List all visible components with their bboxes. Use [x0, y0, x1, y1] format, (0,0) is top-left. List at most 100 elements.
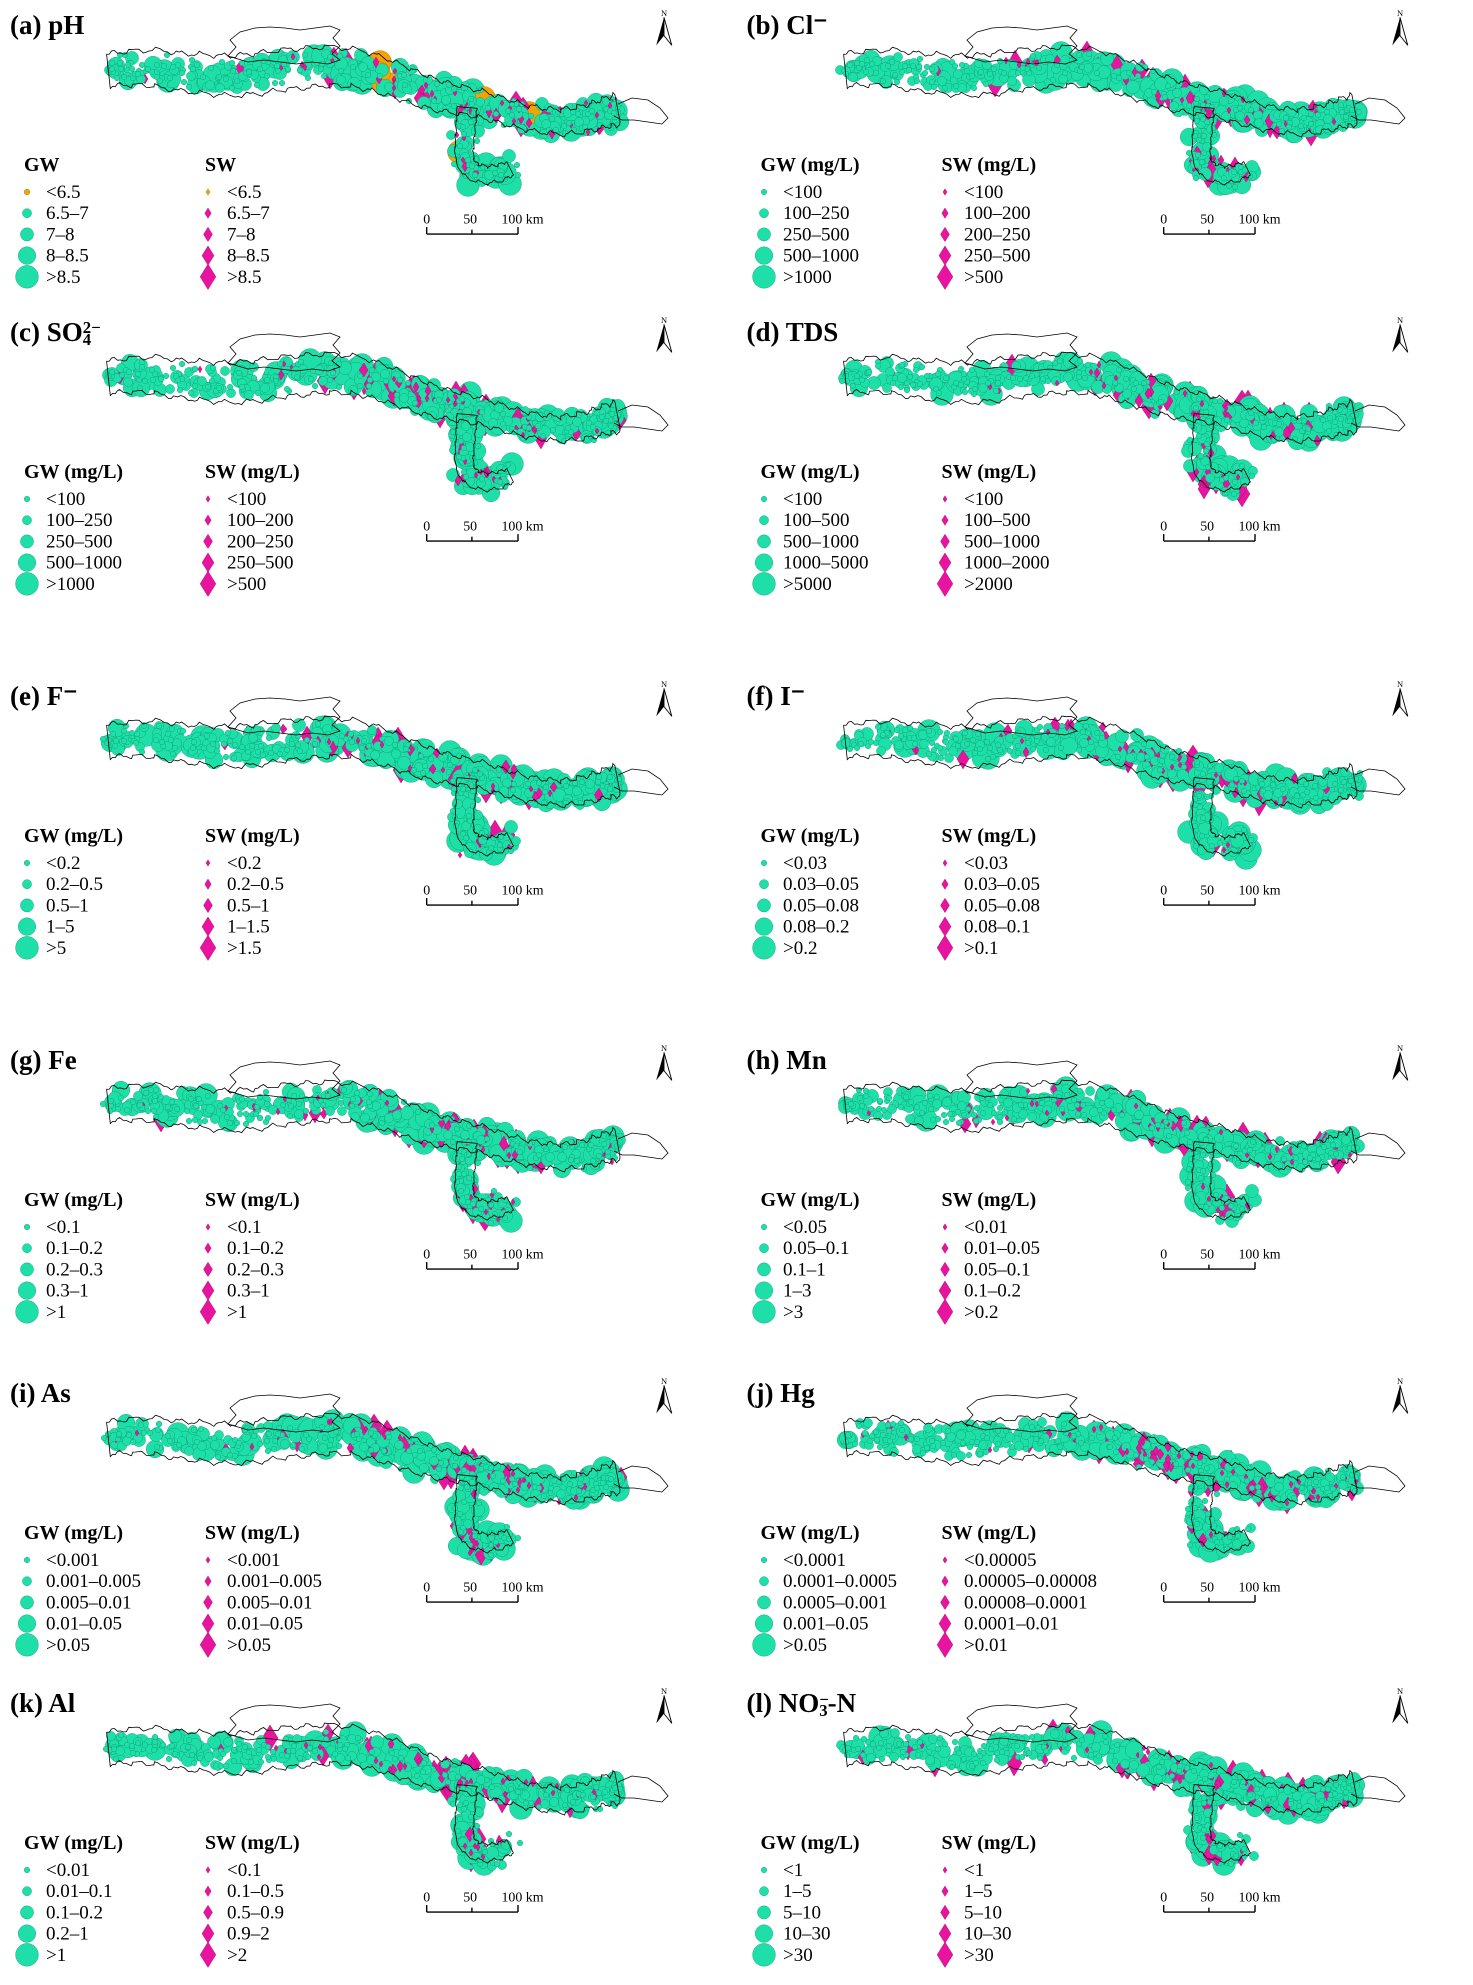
svg-text:7–8: 7–8: [227, 224, 256, 245]
svg-text:<0.03: <0.03: [964, 853, 1008, 874]
svg-text:100 km: 100 km: [501, 1580, 543, 1595]
svg-text:<0.001: <0.001: [227, 1550, 280, 1571]
svg-text:0.2–0.5: 0.2–0.5: [46, 874, 103, 895]
svg-text:0.001–0.005: 0.001–0.005: [46, 1571, 141, 1592]
svg-text:0.1–1: 0.1–1: [783, 1260, 826, 1281]
svg-text:<0.03: <0.03: [783, 853, 827, 874]
svg-text:250–500: 250–500: [964, 246, 1031, 267]
svg-text:0.001–0.005: 0.001–0.005: [227, 1571, 322, 1592]
svg-text:>5: >5: [46, 938, 66, 959]
svg-text:0.03–0.05: 0.03–0.05: [964, 874, 1040, 895]
svg-text:100–500: 100–500: [964, 510, 1031, 531]
svg-text:<0.01: <0.01: [964, 1217, 1008, 1238]
svg-text:<0.2: <0.2: [227, 853, 261, 874]
svg-text:0: 0: [423, 884, 430, 899]
svg-text:<100: <100: [783, 489, 822, 510]
svg-text:7–8: 7–8: [46, 224, 75, 245]
svg-text:0.5–1: 0.5–1: [46, 896, 89, 917]
svg-text:50: 50: [1200, 213, 1214, 228]
svg-text:50: 50: [463, 1580, 477, 1595]
svg-text:250–500: 250–500: [227, 552, 294, 573]
svg-text:50: 50: [1200, 519, 1214, 534]
svg-text:0: 0: [1160, 519, 1167, 534]
svg-text:50: 50: [463, 884, 477, 899]
svg-text:N: N: [660, 1376, 666, 1386]
svg-text:N: N: [1397, 8, 1403, 18]
svg-text:8–8.5: 8–8.5: [227, 246, 270, 267]
svg-text:50: 50: [1200, 1248, 1214, 1263]
svg-text:0: 0: [1160, 1248, 1167, 1263]
svg-text:0.01–0.05: 0.01–0.05: [964, 1238, 1040, 1259]
svg-text:6.5–7: 6.5–7: [46, 203, 89, 224]
svg-text:1–5: 1–5: [46, 917, 75, 938]
svg-text:0.1–0.2: 0.1–0.2: [964, 1281, 1021, 1302]
svg-text:<6.5: <6.5: [46, 182, 80, 203]
svg-text:<6.5: <6.5: [227, 182, 261, 203]
svg-text:0.3–1: 0.3–1: [46, 1281, 89, 1302]
svg-text:1–1.5: 1–1.5: [227, 917, 270, 938]
svg-text:100 km: 100 km: [1238, 1248, 1280, 1263]
svg-text:500–1000: 500–1000: [46, 552, 122, 573]
svg-text:>500: >500: [964, 267, 1003, 288]
svg-text:0.005–0.01: 0.005–0.01: [227, 1592, 313, 1613]
svg-text:0.05–0.1: 0.05–0.1: [964, 1260, 1031, 1281]
svg-text:0.5–1: 0.5–1: [227, 896, 270, 917]
svg-text:100–250: 100–250: [46, 510, 113, 531]
svg-text:>5000: >5000: [783, 574, 832, 595]
svg-text:<0.05: <0.05: [783, 1217, 827, 1238]
svg-text:50: 50: [463, 213, 477, 228]
svg-text:200–250: 200–250: [964, 224, 1031, 245]
svg-text:100–200: 100–200: [964, 203, 1031, 224]
svg-text:>8.5: >8.5: [46, 267, 80, 288]
svg-text:100–500: 100–500: [783, 510, 850, 531]
svg-text:0.2–0.5: 0.2–0.5: [227, 874, 284, 895]
svg-text:6.5–7: 6.5–7: [227, 203, 270, 224]
svg-text:100–200: 100–200: [227, 510, 294, 531]
svg-text:0.03–0.05: 0.03–0.05: [783, 874, 859, 895]
svg-text:0.01–0.05: 0.01–0.05: [46, 1613, 122, 1634]
svg-text:0: 0: [423, 213, 430, 228]
svg-text:1–3: 1–3: [783, 1281, 812, 1302]
svg-text:50: 50: [463, 519, 477, 534]
svg-text:250–500: 250–500: [783, 224, 850, 245]
svg-text:0.1–0.2: 0.1–0.2: [46, 1238, 103, 1259]
svg-text:0.08–0.2: 0.08–0.2: [783, 917, 850, 938]
svg-text:<100: <100: [783, 182, 822, 203]
svg-text:0.1–0.2: 0.1–0.2: [227, 1238, 284, 1259]
svg-text:200–250: 200–250: [227, 531, 294, 552]
svg-text:0: 0: [1160, 884, 1167, 899]
svg-text:>1000: >1000: [46, 574, 95, 595]
svg-text:<100: <100: [964, 182, 1003, 203]
svg-text:0.3–1: 0.3–1: [227, 1281, 270, 1302]
svg-text:0.005–0.01: 0.005–0.01: [46, 1592, 132, 1613]
svg-text:<100: <100: [46, 489, 85, 510]
svg-text:>1: >1: [227, 1302, 247, 1323]
svg-text:100 km: 100 km: [501, 519, 543, 534]
svg-text:<0.1: <0.1: [46, 1217, 80, 1238]
svg-text:50: 50: [1200, 884, 1214, 899]
svg-text:>0.2: >0.2: [964, 1302, 998, 1323]
svg-text:>1.5: >1.5: [227, 938, 261, 959]
svg-text:100–250: 100–250: [783, 203, 850, 224]
svg-text:100 km: 100 km: [1238, 884, 1280, 899]
svg-text:8–8.5: 8–8.5: [46, 246, 89, 267]
svg-text:0.08–0.1: 0.08–0.1: [964, 917, 1031, 938]
svg-text:N: N: [660, 1043, 666, 1053]
svg-text:1000–2000: 1000–2000: [964, 552, 1050, 573]
svg-text:100 km: 100 km: [1238, 519, 1280, 534]
svg-text:100 km: 100 km: [501, 884, 543, 899]
svg-text:N: N: [1397, 315, 1403, 325]
svg-text:50: 50: [463, 1248, 477, 1263]
svg-text:250–500: 250–500: [46, 531, 113, 552]
svg-text:N: N: [660, 315, 666, 325]
svg-text:N: N: [660, 679, 666, 689]
svg-text:>500: >500: [227, 574, 266, 595]
svg-text:0.05–0.1: 0.05–0.1: [783, 1238, 850, 1259]
svg-text:N: N: [660, 8, 666, 18]
svg-text:500–1000: 500–1000: [783, 246, 859, 267]
svg-text:>1000: >1000: [783, 267, 832, 288]
svg-text:<100: <100: [227, 489, 266, 510]
svg-text:>8.5: >8.5: [227, 267, 261, 288]
svg-text:0.2–0.3: 0.2–0.3: [46, 1260, 103, 1281]
svg-text:0: 0: [423, 519, 430, 534]
